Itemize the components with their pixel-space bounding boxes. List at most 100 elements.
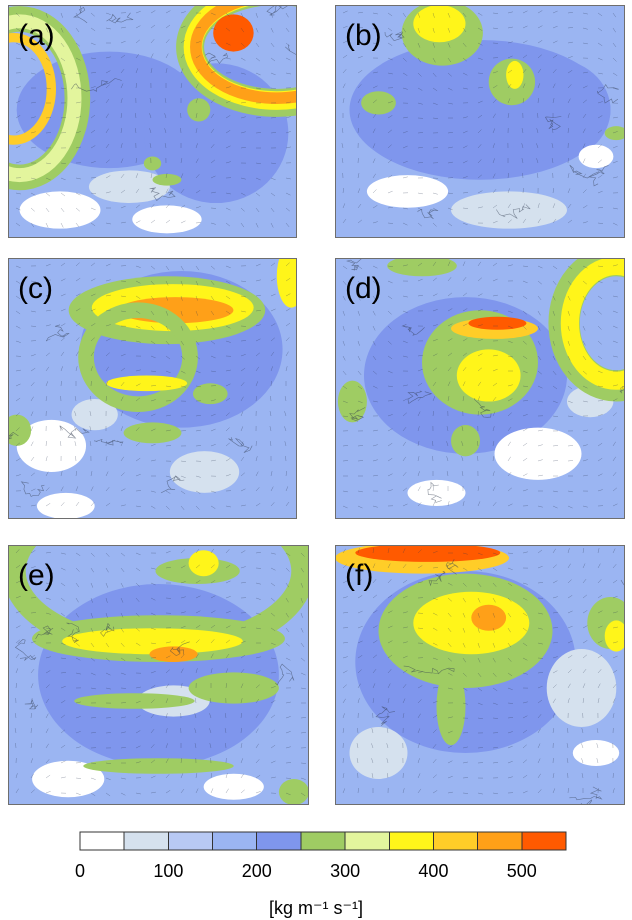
flux-band — [71, 398, 118, 431]
panel-label: (e) — [18, 559, 55, 592]
coastline — [375, 706, 396, 726]
flux-band — [468, 316, 527, 330]
coastline — [597, 84, 619, 104]
map-panel — [335, 5, 625, 238]
flux-band — [62, 628, 243, 655]
flux-band — [349, 727, 408, 779]
flux-band — [8, 414, 32, 446]
flux-band — [152, 173, 182, 186]
coastline — [169, 641, 190, 657]
flux-band — [192, 383, 228, 405]
colorbar-segment — [300, 831, 346, 851]
coastline — [346, 258, 363, 271]
coastline — [149, 187, 176, 201]
flux-band — [83, 758, 234, 774]
colorbar: 0 100 200 300 400 500 — [75, 831, 567, 881]
coastline — [106, 12, 134, 24]
coastline — [428, 570, 446, 587]
coastline — [496, 204, 531, 219]
panel-label: (a) — [18, 19, 55, 52]
map-panel — [8, 545, 309, 805]
panel-border — [335, 545, 625, 805]
flux-band — [169, 451, 240, 493]
coastline — [8, 432, 19, 440]
flux-band — [413, 5, 466, 43]
flux-band — [494, 427, 582, 480]
flux-band — [188, 672, 279, 704]
coastline — [474, 398, 492, 418]
coastline — [204, 52, 228, 66]
coastline — [569, 786, 603, 801]
flux-band — [187, 98, 211, 122]
panel-border — [8, 5, 297, 238]
flux-band — [36, 492, 95, 519]
flux-band — [276, 258, 297, 308]
flux-band — [604, 126, 625, 141]
coastline — [569, 164, 600, 179]
coastline — [66, 622, 80, 644]
flux-band — [366, 175, 449, 208]
coastline — [160, 475, 185, 494]
colorbar-tick-label: 0 — [75, 861, 85, 881]
panel-label: (b) — [345, 19, 382, 52]
flux-band — [106, 375, 188, 392]
flux-band — [74, 693, 195, 709]
flux-band — [456, 349, 521, 402]
coastline — [73, 5, 88, 24]
coastline — [544, 116, 562, 130]
flux-band — [203, 773, 264, 800]
flux-band — [278, 779, 309, 805]
coastline — [445, 559, 459, 575]
coastline — [14, 639, 37, 661]
vector-arrows — [342, 261, 618, 509]
flux-band — [132, 205, 202, 234]
colorbar-segment — [167, 831, 214, 851]
coastline — [579, 799, 593, 805]
flux-band — [407, 479, 466, 506]
flux-band — [604, 620, 625, 652]
flux-band — [451, 425, 480, 457]
coastline — [427, 481, 442, 503]
flux-band — [560, 258, 625, 390]
colorbar-segment — [388, 831, 434, 851]
coastline — [588, 165, 609, 187]
flux-band — [190, 5, 297, 105]
coastline — [24, 699, 39, 710]
colorbar-tick-label: 400 — [418, 861, 448, 881]
vector-arrows — [14, 548, 307, 797]
colorbar-unit-label: [kg m⁻¹ s⁻¹] — [269, 898, 363, 918]
colorbar-segment — [344, 831, 390, 851]
flux-band — [123, 422, 182, 444]
colorbar-tick-label: 300 — [330, 861, 360, 881]
panel-label: (d) — [345, 272, 382, 305]
panels: (a) (b) (c) (d) (e) (f) — [8, 5, 625, 805]
map-panel — [8, 258, 297, 519]
panel-border — [335, 258, 625, 519]
flux-band — [436, 667, 466, 746]
flux-band — [355, 545, 501, 562]
flux-band — [506, 60, 524, 89]
coastline — [407, 390, 433, 405]
colorbar-tick-label: 200 — [242, 861, 272, 881]
flux-band — [213, 14, 254, 52]
colorbar-segment — [123, 831, 169, 851]
flux-band — [451, 191, 567, 229]
flux-band — [572, 740, 620, 766]
vector-arrows — [341, 10, 619, 227]
colorbar-tick-label: 500 — [507, 861, 537, 881]
coastline — [401, 324, 425, 336]
flux-band — [188, 550, 219, 577]
flux-band — [8, 32, 56, 145]
coastline — [619, 386, 625, 394]
map-panel — [335, 258, 625, 519]
coastline — [93, 439, 124, 446]
flux-band — [78, 302, 198, 412]
flux-band — [337, 380, 367, 423]
flux-band — [88, 170, 170, 204]
flux-band — [143, 156, 162, 171]
colorbar-tick-label: 100 — [153, 861, 183, 881]
coastline — [349, 407, 366, 422]
vector-arrows — [15, 10, 292, 228]
colorbar-segment — [477, 831, 523, 851]
flux-band — [149, 646, 198, 662]
